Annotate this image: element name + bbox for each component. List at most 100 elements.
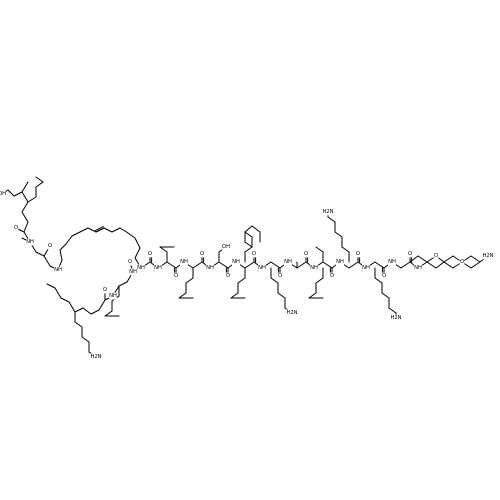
carbonyl-oxygen-label-31: O bbox=[14, 225, 18, 231]
label-backdrop bbox=[153, 264, 163, 272]
bond-182 bbox=[35, 176, 44, 183]
bond-63 bbox=[159, 246, 168, 253]
bond-133 bbox=[87, 227, 97, 233]
bond-127 bbox=[119, 227, 129, 234]
label-backdrop bbox=[13, 224, 19, 232]
bond-168 bbox=[35, 251, 45, 257]
bond-73 bbox=[237, 277, 246, 284]
bond-39 bbox=[470, 261, 481, 269]
bond-101 bbox=[341, 246, 350, 253]
bond-78 bbox=[244, 246, 253, 253]
carbonyl-oxygen-label-19: O bbox=[200, 251, 204, 257]
bond-146 bbox=[90, 309, 100, 315]
bond-82 bbox=[251, 225, 261, 233]
bond-108 bbox=[374, 277, 383, 284]
bond-125 bbox=[134, 237, 141, 249]
bond-137 bbox=[59, 243, 67, 251]
bond-19 bbox=[296, 261, 307, 269]
label-backdrop bbox=[482, 252, 494, 260]
bond-124 bbox=[134, 247, 141, 259]
bond-81 bbox=[244, 225, 253, 233]
label-backdrop bbox=[25, 238, 35, 246]
label-backdrop bbox=[335, 258, 345, 266]
amine-label-14: NH bbox=[109, 293, 117, 299]
carbonyl-oxygen-label-26: O bbox=[382, 273, 386, 279]
bond-126 bbox=[127, 232, 136, 239]
bond-114 bbox=[409, 255, 419, 263]
label-backdrop bbox=[127, 258, 133, 266]
label-backdrop bbox=[53, 266, 63, 274]
bond-80 bbox=[244, 231, 253, 238]
bond-87 bbox=[270, 277, 279, 284]
bond-25 bbox=[348, 261, 359, 269]
terminal-amine-label-36: H2N bbox=[286, 310, 297, 316]
label-backdrop bbox=[136, 264, 146, 272]
label-backdrop bbox=[413, 264, 423, 272]
label-backdrop bbox=[173, 272, 179, 280]
amine-label-16: NH bbox=[26, 239, 34, 245]
hydroxyl-label-35: OH bbox=[0, 191, 6, 197]
label-backdrop bbox=[90, 353, 102, 361]
bond-16 bbox=[270, 261, 281, 269]
bond-68 bbox=[178, 292, 187, 299]
carbonyl-oxygen-label-21: O bbox=[252, 251, 256, 257]
label-backdrop bbox=[102, 286, 108, 294]
bond-181 bbox=[35, 181, 44, 188]
bond-105 bbox=[327, 216, 336, 223]
ether-oxygen-label-32: O bbox=[434, 253, 438, 259]
label-backdrop bbox=[221, 243, 231, 251]
label-backdrop bbox=[459, 258, 465, 266]
bond-7 bbox=[192, 261, 203, 269]
label-backdrop bbox=[47, 242, 53, 250]
label-backdrop bbox=[407, 250, 413, 258]
amine-label-11: NH bbox=[388, 259, 396, 265]
bond-177 bbox=[21, 181, 29, 193]
amine-label-9: NH bbox=[336, 259, 344, 265]
bond-158 bbox=[54, 287, 62, 299]
bond-154 bbox=[82, 307, 92, 315]
bond-156 bbox=[68, 301, 76, 313]
carbonyl-oxygen-label-25: O bbox=[356, 251, 360, 257]
bond-4 bbox=[166, 261, 177, 269]
bond-118 bbox=[443, 255, 454, 263]
bond-112 bbox=[388, 307, 397, 314]
bond-98 bbox=[308, 292, 317, 299]
bond-174 bbox=[21, 211, 29, 223]
bond-103 bbox=[334, 231, 343, 238]
label-backdrop bbox=[128, 268, 138, 276]
amine-label-2: NH bbox=[154, 265, 162, 271]
bond-134 bbox=[79, 227, 89, 233]
label-backdrop bbox=[199, 250, 205, 258]
atom-label-layer: NH NHNHNHNHNHNHNHNHNHNHNHNHNHNHNHOOOOOOOO… bbox=[0, 190, 494, 361]
bond-10 bbox=[218, 261, 229, 269]
bond-34 bbox=[426, 261, 437, 269]
amine-label-6: NH bbox=[258, 265, 266, 271]
amine-label-13: NH bbox=[129, 269, 137, 275]
carbonyl-oxygen-label-30: O bbox=[48, 243, 52, 249]
terminal-amine-label-39: H2N bbox=[90, 354, 101, 360]
bond-75 bbox=[230, 292, 239, 299]
label-backdrop bbox=[108, 292, 118, 300]
label-backdrop bbox=[355, 250, 361, 258]
bond-155 bbox=[74, 307, 84, 313]
bond-175 bbox=[21, 201, 29, 213]
bond-22 bbox=[322, 261, 333, 269]
terminal-amine-label-40: H2N bbox=[482, 253, 493, 259]
label-backdrop bbox=[257, 264, 267, 272]
amine-label-1: NH bbox=[137, 265, 145, 271]
bond-96 bbox=[315, 277, 324, 284]
label-backdrop bbox=[390, 314, 402, 322]
amine-label-5: NH bbox=[232, 259, 240, 265]
carbonyl-oxygen-label-20: O bbox=[226, 273, 230, 279]
label-backdrop bbox=[322, 208, 334, 216]
bond-161 bbox=[74, 321, 83, 328]
label-backdrop bbox=[329, 272, 335, 280]
label-backdrop bbox=[225, 272, 231, 280]
label-backdrop bbox=[381, 272, 387, 280]
label-backdrop bbox=[251, 250, 257, 258]
label-backdrop bbox=[147, 250, 153, 258]
amine-label-8: NH bbox=[310, 265, 318, 271]
bond-66 bbox=[185, 277, 194, 284]
amine-label-4: NH bbox=[206, 265, 214, 271]
